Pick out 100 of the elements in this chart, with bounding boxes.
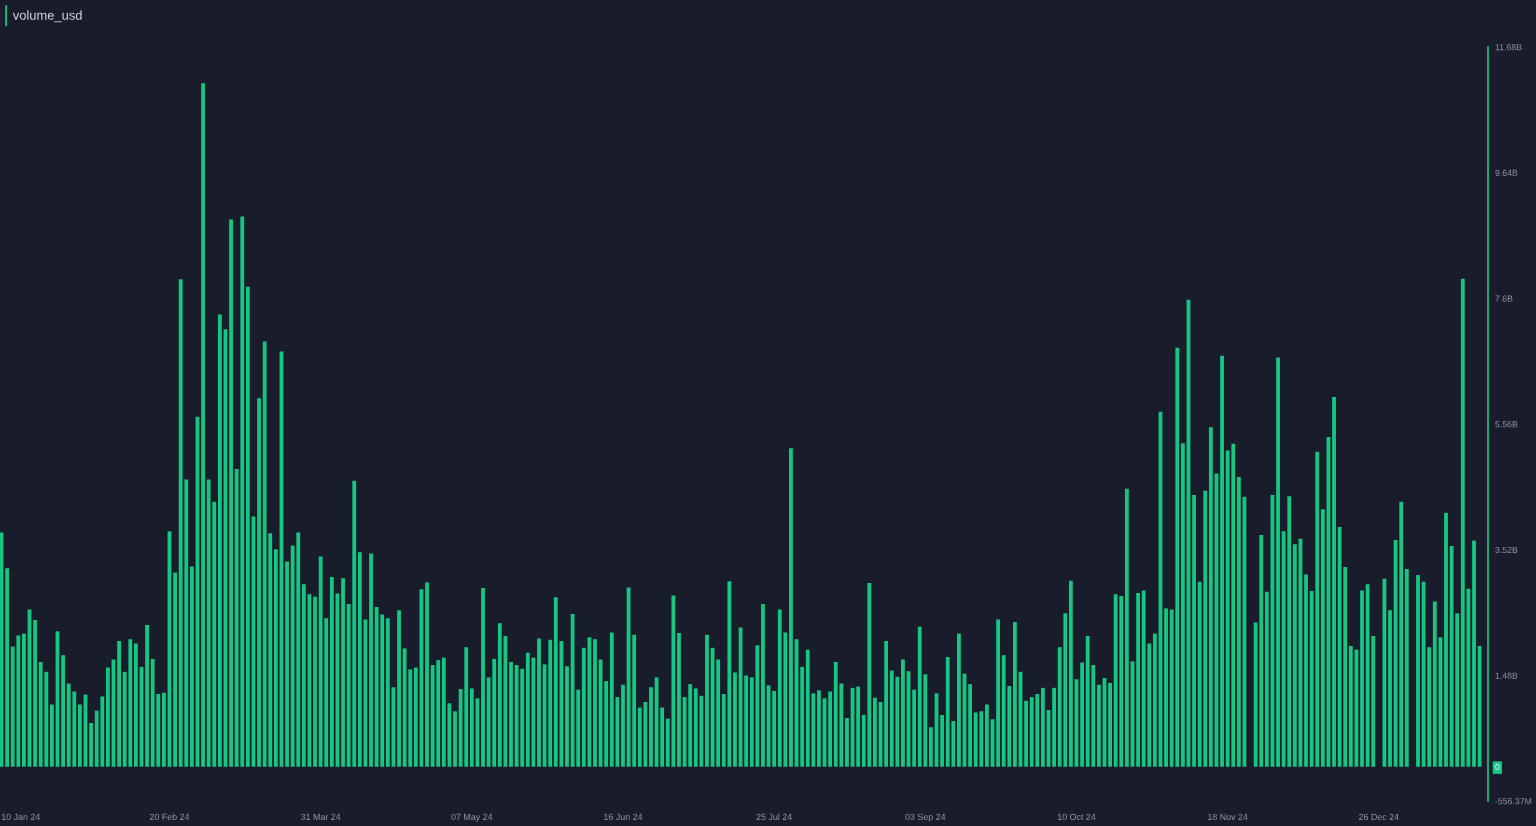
bar	[313, 596, 317, 767]
y-tick-label: 3.52B	[1495, 546, 1518, 554]
bar	[789, 448, 793, 767]
bar	[509, 661, 513, 767]
x-tick-label: 25 Jul 24	[756, 813, 792, 821]
bar	[537, 638, 541, 767]
bar	[688, 684, 693, 767]
bar	[705, 634, 709, 767]
bar	[1348, 645, 1353, 767]
bar	[357, 552, 362, 767]
bar	[828, 691, 833, 767]
x-tick-label: 31 Mar 24	[300, 813, 341, 821]
bar	[733, 672, 737, 767]
legend-label: volume_usd	[12, 10, 82, 23]
bar	[845, 718, 849, 767]
bar	[1460, 278, 1465, 767]
bar	[1472, 540, 1476, 767]
bar	[50, 704, 54, 767]
bar	[33, 620, 38, 767]
bar	[413, 667, 418, 767]
bar	[901, 659, 905, 767]
x-tick-label: 26 Dec 24	[1359, 813, 1399, 821]
bar	[593, 639, 597, 767]
bar	[716, 659, 721, 767]
bar	[884, 641, 889, 767]
bar	[1220, 355, 1224, 767]
bar	[1477, 645, 1482, 767]
bar	[145, 624, 149, 767]
bar	[369, 553, 373, 767]
bar	[1208, 427, 1213, 767]
bar	[1108, 682, 1112, 767]
bar	[441, 657, 446, 767]
bar	[1068, 580, 1073, 767]
y-tick-label: 9.64B	[1495, 169, 1518, 176]
bar	[105, 667, 110, 767]
x-tick-label: 18 Nov 24	[1208, 813, 1248, 821]
bar	[245, 286, 250, 767]
bar	[1164, 608, 1168, 767]
bar	[1080, 662, 1084, 767]
bar	[481, 588, 485, 767]
bar	[929, 727, 933, 767]
bar	[1276, 357, 1280, 767]
bar	[1180, 443, 1185, 767]
bar	[1388, 610, 1392, 767]
bar	[385, 618, 390, 767]
bar	[1332, 397, 1336, 767]
bar	[1264, 591, 1269, 767]
bar	[1432, 601, 1437, 767]
bar	[133, 643, 138, 767]
bar	[22, 633, 26, 767]
bar	[77, 704, 82, 767]
bar	[985, 704, 989, 767]
bar	[873, 697, 877, 767]
bar	[817, 690, 821, 767]
bar	[61, 655, 65, 767]
bar	[1152, 633, 1157, 767]
bar	[5, 568, 10, 767]
bar	[173, 572, 177, 767]
bar	[1292, 544, 1297, 767]
y-tick-label: -556.37M	[1495, 798, 1532, 805]
x-tick-label: 20 Feb 24	[149, 813, 190, 821]
bar	[744, 675, 749, 767]
bar	[1096, 684, 1101, 767]
bar	[117, 641, 121, 767]
bar	[1013, 621, 1017, 767]
bar	[1052, 687, 1056, 767]
bar	[677, 633, 681, 767]
bar	[957, 633, 961, 767]
y-tick-label: 0	[1495, 763, 1500, 770]
y-tick-label: 11.68B	[1495, 44, 1522, 51]
x-tick-label: 03 Sep 24	[905, 813, 946, 822]
bar	[469, 688, 474, 767]
bar	[425, 582, 429, 767]
bar	[1444, 512, 1448, 767]
bar	[1192, 494, 1196, 767]
bar	[1136, 592, 1140, 767]
bar	[772, 690, 777, 767]
bar	[285, 561, 289, 767]
bar	[1236, 477, 1241, 767]
bar	[1416, 575, 1420, 767]
bar	[761, 604, 765, 767]
bar	[329, 576, 334, 767]
bar	[1404, 568, 1409, 767]
bar	[201, 83, 205, 767]
bar	[565, 666, 569, 767]
x-tick-label: 16 Jun 24	[604, 813, 643, 821]
bar	[1024, 700, 1028, 767]
bar	[996, 619, 1001, 767]
bar	[856, 686, 861, 767]
bar	[912, 689, 917, 767]
bar	[189, 566, 194, 767]
bar	[940, 714, 945, 767]
bar	[1124, 488, 1129, 767]
y-tick-label: 1.48B	[1495, 672, 1518, 679]
bar	[341, 578, 345, 767]
bar	[257, 398, 261, 767]
bar	[800, 666, 805, 767]
bar	[660, 707, 665, 767]
bar	[1040, 687, 1045, 767]
bar	[968, 684, 973, 767]
